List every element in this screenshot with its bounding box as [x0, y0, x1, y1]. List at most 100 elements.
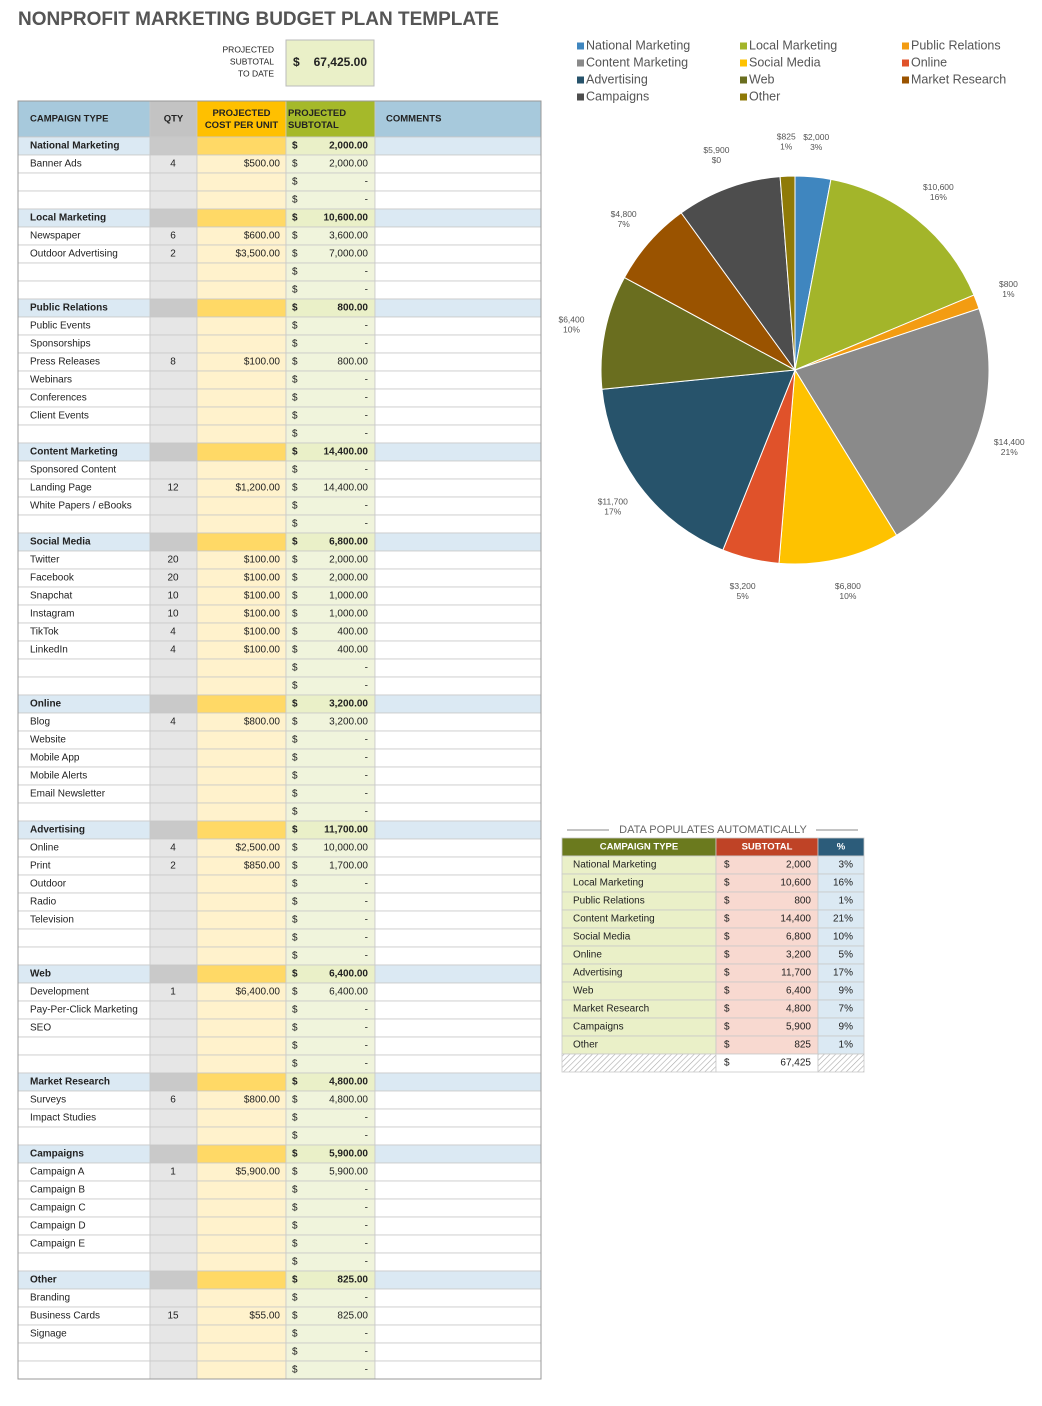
cell	[196, 172, 287, 192]
item-subtotal: -	[365, 321, 368, 332]
item-name: Newspaper	[30, 231, 81, 242]
cell	[285, 1018, 376, 1038]
section-subtotal: 14,400.00	[324, 447, 369, 458]
cell	[374, 838, 542, 858]
cell	[285, 1342, 376, 1362]
item-name: Client Events	[30, 411, 89, 422]
cell	[374, 892, 542, 912]
pie-slice	[779, 175, 796, 371]
cell	[374, 784, 542, 804]
cell	[374, 334, 542, 354]
cell	[196, 1252, 287, 1272]
currency: $	[292, 285, 298, 296]
cell	[196, 262, 287, 282]
cell	[17, 1342, 151, 1362]
summary-subtotal: 14,400	[780, 914, 811, 925]
cell	[149, 730, 198, 750]
pie-value-label: $3,200	[730, 581, 756, 591]
section-cell	[149, 298, 198, 318]
cell	[374, 640, 542, 660]
subtotal-label: PROJECTED	[223, 44, 274, 54]
cell	[285, 1108, 376, 1128]
item-subtotal: -	[365, 933, 368, 944]
pie-value-label: $11,700	[598, 496, 628, 506]
item-subtotal: -	[365, 411, 368, 422]
item-name: Development	[30, 987, 89, 998]
currency: $	[292, 933, 298, 944]
cell	[285, 874, 376, 894]
column-header: PROJECTED SUBTOTAL	[288, 108, 346, 131]
item-subtotal: -	[365, 753, 368, 764]
cell	[149, 1000, 198, 1020]
cell	[17, 946, 151, 966]
currency: $	[292, 753, 298, 764]
cell	[17, 802, 151, 822]
cell	[374, 712, 542, 732]
item-subtotal: -	[365, 1185, 368, 1196]
summary-name: National Marketing	[573, 860, 656, 871]
cell	[196, 748, 287, 768]
item-subtotal: -	[365, 681, 368, 692]
item-subtotal: -	[365, 807, 368, 818]
cell	[17, 1054, 151, 1074]
item-subtotal: -	[365, 393, 368, 404]
section-cell	[149, 1270, 198, 1290]
summary-total-cell	[561, 1053, 717, 1073]
currency: $	[292, 339, 298, 350]
currency: $	[292, 555, 298, 566]
cell	[196, 1288, 287, 1308]
pie-percent-label: $0	[712, 155, 722, 165]
legend-swatch	[577, 42, 584, 50]
item-subtotal: -	[365, 1347, 368, 1358]
column-header: CAMPAIGN TYPE	[30, 114, 108, 125]
cell	[374, 550, 542, 570]
pie-slice	[794, 178, 975, 371]
item-cost: $100.00	[244, 591, 281, 602]
section-cell	[196, 136, 287, 156]
cell	[285, 424, 376, 444]
table-border	[17, 100, 542, 1380]
summary-percent: 5%	[839, 950, 854, 961]
currency: $	[292, 357, 298, 368]
summary-name: Other	[573, 1040, 599, 1051]
cell	[374, 910, 542, 930]
item-name: Impact Studies	[30, 1113, 96, 1124]
currency: $	[292, 1005, 298, 1016]
cell	[149, 748, 198, 768]
cell	[17, 1360, 151, 1380]
section-cell	[196, 820, 287, 840]
item-subtotal: 2,000.00	[329, 573, 368, 584]
cell	[285, 280, 376, 300]
currency: $	[292, 951, 298, 962]
cell	[149, 1360, 198, 1380]
summary-percent: 9%	[839, 986, 854, 997]
section-cell	[196, 298, 287, 318]
currency: $	[724, 914, 730, 925]
pie-percent-label: 7%	[618, 219, 631, 229]
cell	[374, 1126, 542, 1146]
section-name: Social Media	[30, 537, 91, 548]
item-name: Instagram	[30, 609, 74, 620]
pie-percent-label: 3%	[810, 142, 823, 152]
cell	[374, 748, 542, 768]
cell	[374, 388, 542, 408]
cell	[17, 1126, 151, 1146]
cell	[196, 424, 287, 444]
cell	[196, 1054, 287, 1074]
currency: $	[292, 663, 298, 674]
summary-subtotal: 6,800	[786, 932, 811, 943]
section-cell	[149, 820, 198, 840]
cell	[285, 1234, 376, 1254]
item-subtotal: -	[365, 501, 368, 512]
cell	[285, 1000, 376, 1020]
summary-percent: 21%	[833, 914, 853, 925]
cell	[196, 1018, 287, 1038]
item-qty: 10	[167, 591, 179, 602]
currency: $	[292, 1077, 298, 1088]
summary-name: Advertising	[573, 968, 622, 979]
currency: $	[292, 303, 298, 314]
cell	[285, 460, 376, 480]
cell	[374, 928, 542, 948]
legend-label: National Marketing	[586, 38, 690, 52]
cell	[149, 370, 198, 390]
